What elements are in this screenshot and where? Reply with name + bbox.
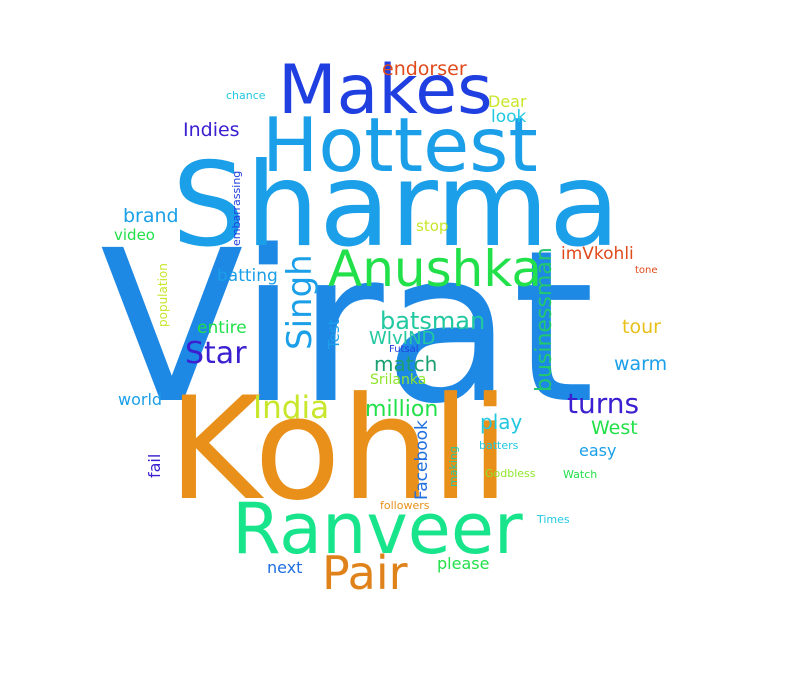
word-watch: Watch — [563, 468, 598, 481]
word-star: Star — [185, 336, 247, 371]
word-followers: followers — [380, 499, 430, 512]
word-srilanka: Srilanka — [370, 372, 427, 388]
word-batting: batting — [217, 266, 278, 286]
word-virat: Virat — [100, 205, 595, 450]
word-tour: tour — [622, 316, 661, 338]
word-ranveer: Ranveer — [232, 488, 523, 570]
word-population: population — [156, 263, 170, 327]
word-kohli: Kohli — [168, 367, 510, 532]
word-wivind: WIvIND — [369, 328, 436, 349]
word-hottest: Hottest — [262, 101, 538, 189]
word-businessman: businessman — [532, 247, 557, 392]
word-batters: batters — [479, 439, 519, 452]
word-making: making — [447, 446, 460, 487]
word-sharma: Sharma — [172, 138, 620, 273]
word-video: video — [114, 226, 155, 244]
word-pair: Pair — [322, 546, 408, 600]
word-tone: tone — [635, 265, 658, 276]
word-play: play — [480, 410, 523, 434]
word-warm: warm — [614, 353, 668, 375]
word-easy: easy — [579, 441, 617, 460]
word-brand: brand — [123, 205, 179, 227]
word-endorser: endorser — [382, 58, 467, 80]
word-chance: chance — [226, 89, 266, 102]
word-godbless: Godbless — [485, 467, 536, 480]
word-dear: Dear — [488, 92, 527, 111]
word-turns: turns — [567, 387, 640, 420]
word-fail: fail — [145, 453, 164, 478]
word-look: look — [491, 107, 527, 127]
word-times: Times — [537, 513, 570, 526]
word-anushka: Anushka — [328, 240, 543, 298]
word-west: West — [591, 417, 638, 439]
word-next: next — [267, 558, 303, 577]
word-facebook: Facebook — [412, 420, 432, 500]
word-embarrassing: embarrassing — [230, 170, 243, 246]
word-batsman: batsman — [380, 307, 486, 335]
word-million: million — [365, 397, 439, 422]
word-india: India — [253, 390, 330, 426]
word-entire: entire — [197, 318, 247, 338]
word-stop: stop — [416, 217, 449, 235]
word-imvkohli: imVkohli — [561, 244, 634, 264]
word-indies: Indies — [183, 119, 240, 141]
word-match: match — [374, 352, 438, 376]
word-please: please — [437, 554, 490, 573]
word-futsal: Futsal — [389, 344, 419, 355]
word-test: Test — [325, 319, 343, 349]
word-world: world — [118, 390, 163, 409]
word-makes: Makes — [278, 51, 493, 130]
word-singh: Singh — [280, 254, 320, 350]
